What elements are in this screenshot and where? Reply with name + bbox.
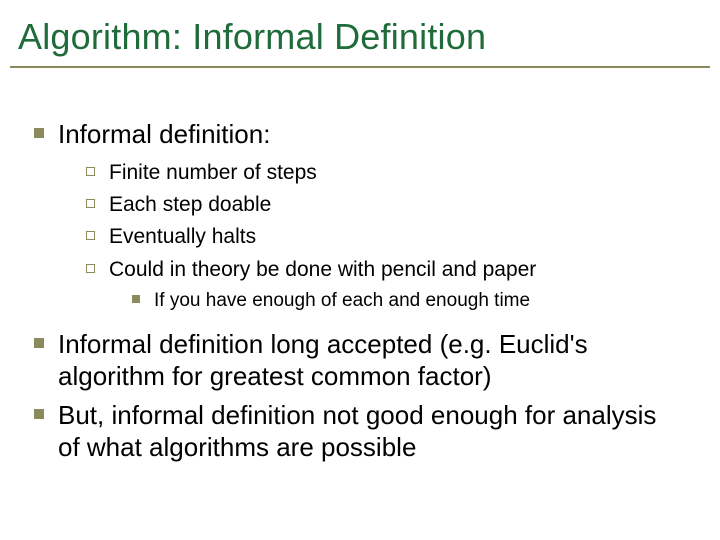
list-item: But, informal definition not good enough… [34, 399, 684, 464]
square-bullet-icon [34, 338, 44, 348]
square-bullet-icon [34, 128, 44, 138]
list-item-text: But, informal definition not good enough… [58, 399, 684, 464]
list-item: Could in theory be done with pencil and … [86, 256, 684, 284]
list-item: If you have enough of each and enough ti… [132, 288, 684, 314]
list-item-text: Eventually halts [109, 223, 256, 251]
slide: Algorithm: Informal Definition Informal … [0, 0, 720, 540]
list-item-text: Informal definition: [58, 118, 270, 151]
outline-square-bullet-icon [86, 167, 95, 176]
list-item: Informal definition long accepted (e.g. … [34, 328, 684, 393]
sub-sublist: If you have enough of each and enough ti… [132, 288, 684, 314]
list-item: Informal definition: [34, 118, 684, 151]
title-underline [10, 66, 710, 68]
square-bullet-icon [132, 295, 140, 303]
list-item-text: If you have enough of each and enough ti… [154, 288, 530, 314]
outline-square-bullet-icon [86, 231, 95, 240]
list-item-text: Each step doable [109, 191, 271, 219]
list-item: Eventually halts [86, 223, 684, 251]
outline-square-bullet-icon [86, 199, 95, 208]
outline-square-bullet-icon [86, 264, 95, 273]
list-item-text: Informal definition long accepted (e.g. … [58, 328, 684, 393]
list-item: Finite number of steps [86, 159, 684, 187]
square-bullet-icon [34, 409, 44, 419]
list-item-text: Finite number of steps [109, 159, 317, 187]
slide-body: Informal definition: Finite number of st… [34, 118, 684, 470]
list-item: Each step doable [86, 191, 684, 219]
list-item-text: Could in theory be done with pencil and … [109, 256, 536, 284]
slide-title: Algorithm: Informal Definition [18, 16, 702, 58]
title-block: Algorithm: Informal Definition [18, 16, 702, 58]
sublist: Finite number of steps Each step doable … [86, 159, 684, 314]
